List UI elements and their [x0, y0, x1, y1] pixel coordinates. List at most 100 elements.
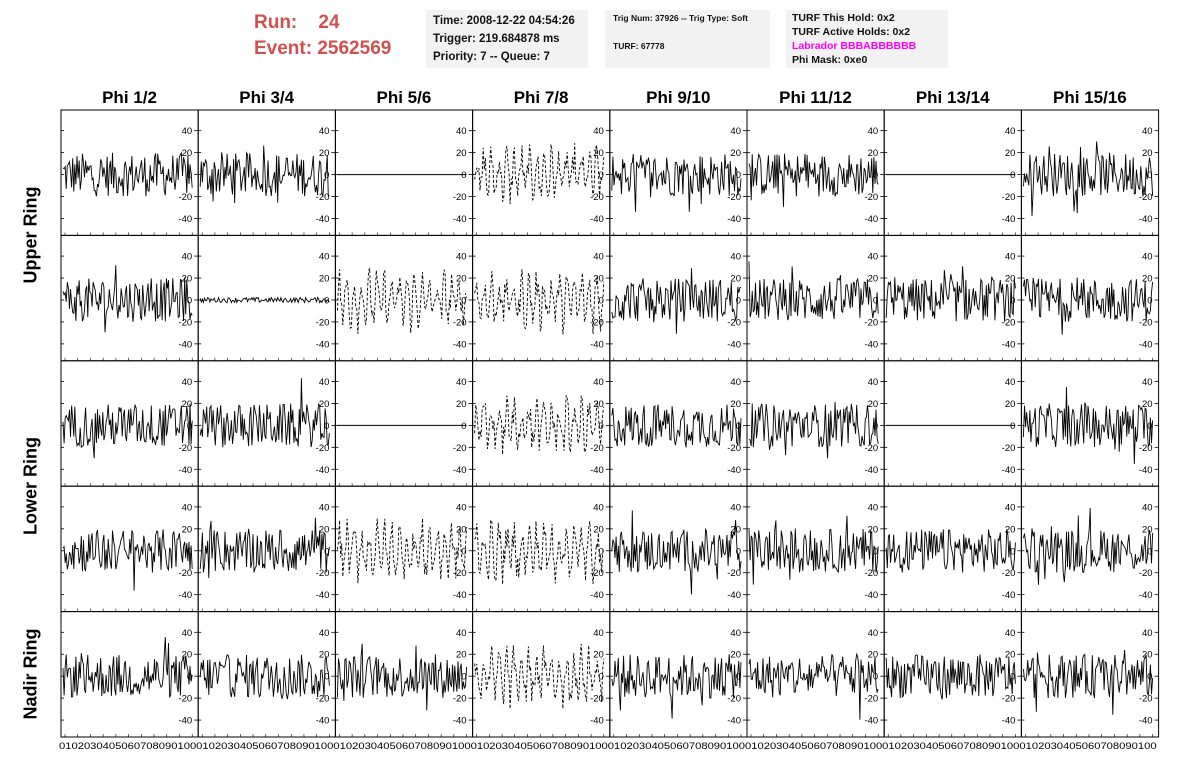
y-tick-label: -20 [590, 192, 604, 203]
y-tick-label: -40 [1139, 465, 1153, 476]
y-tick-label: -40 [1139, 339, 1153, 350]
y-tick-label: -40 [864, 716, 878, 727]
y-tick-label: -40 [178, 214, 192, 225]
waveform-trace [748, 401, 879, 459]
waveform-trace [748, 152, 879, 207]
time-text: Time: 2008-12-22 04:54:26 [433, 15, 575, 27]
y-tick-label: -20 [590, 317, 604, 328]
y-tick-label: -40 [727, 214, 741, 225]
y-tick-label: -20 [727, 443, 741, 454]
y-tick-label: -20 [316, 317, 330, 328]
y-tick-label: -40 [453, 465, 467, 476]
y-tick-label: 20 [1005, 274, 1016, 285]
y-tick-label: -20 [178, 192, 192, 203]
y-tick-label: 0 [324, 672, 329, 683]
run-value: 24 [318, 12, 340, 33]
y-tick-label: -20 [453, 443, 467, 454]
run-label: Run: [254, 12, 298, 33]
y-tick-label: 0 [324, 546, 329, 557]
y-tick-label: -20 [727, 568, 741, 579]
waveform-trace [199, 517, 330, 579]
y-tick-label: 20 [182, 148, 193, 159]
y-tick-label: 0 [736, 672, 741, 683]
y-tick-label: 0 [599, 170, 604, 181]
y-tick-label: 0 [599, 421, 604, 432]
y-tick-label: 40 [1142, 126, 1153, 137]
y-tick-label: -20 [590, 568, 604, 579]
y-tick-label: 40 [730, 628, 741, 639]
waveform-trace [1022, 649, 1154, 715]
y-tick-label: 40 [730, 502, 741, 513]
column-header: Phi 5/6 [376, 88, 432, 107]
waveform-trace [885, 529, 1016, 573]
y-tick-label: 20 [593, 399, 604, 410]
y-tick-label: -20 [864, 192, 878, 203]
y-tick-label: 40 [319, 252, 330, 263]
waveform-trace [62, 265, 193, 333]
waveform-trace [1022, 277, 1154, 335]
x-tick-labels: 0102030405060708090100 [196, 741, 333, 752]
y-tick-label: -20 [727, 317, 741, 328]
y-tick-label: 0 [1147, 295, 1152, 306]
y-tick-label: 0 [461, 170, 466, 181]
y-tick-label: -20 [1139, 443, 1153, 454]
y-tick-label: 40 [593, 252, 604, 263]
y-tick-label: 20 [1142, 524, 1153, 535]
y-tick-label: -40 [453, 590, 467, 601]
run-line: Run: 24 [254, 10, 391, 36]
y-tick-label: -20 [178, 694, 192, 705]
y-tick-label: 40 [1142, 377, 1153, 388]
y-tick-label: 20 [456, 524, 467, 535]
y-tick-label: 0 [736, 295, 741, 306]
y-tick-label: 20 [868, 399, 879, 410]
y-tick-label: -20 [316, 192, 330, 203]
trigger-info-box: Trig Num: 37926 -- Trig Type: Soft TURF:… [605, 10, 770, 68]
waveform-trace [1022, 507, 1154, 585]
x-tick-labels: 0102030405060708090100 [745, 741, 882, 752]
y-tick-label: 40 [456, 126, 467, 137]
y-tick-label: 0 [599, 546, 604, 557]
waveform-trace [474, 143, 605, 205]
x-tick-labels: 0102030405060708090100 [333, 741, 470, 752]
y-tick-label: 40 [1005, 502, 1016, 513]
y-tick-label: 20 [1005, 650, 1016, 661]
y-tick-label: -20 [864, 694, 878, 705]
waveform-trace [62, 529, 193, 591]
waveform-trace [336, 267, 468, 334]
waveform-trace [748, 652, 879, 720]
y-tick-label: 40 [868, 252, 879, 263]
y-tick-label: 20 [593, 274, 604, 285]
trigger-text: Trigger: 219.684878 ms [433, 33, 560, 45]
y-tick-label: -20 [316, 443, 330, 454]
y-tick-label: 20 [1005, 399, 1016, 410]
waveform-trace [1022, 141, 1154, 217]
waveform-trace [62, 151, 193, 197]
y-tick-label: 40 [868, 502, 879, 513]
waveform-trace [474, 394, 605, 455]
y-tick-label: -20 [1002, 317, 1016, 328]
y-tick-label: 20 [1142, 274, 1153, 285]
y-tick-label: 40 [182, 126, 193, 137]
y-tick-label: 40 [319, 377, 330, 388]
y-tick-label: -40 [727, 339, 741, 350]
event-line: Event: 2562569 [254, 36, 391, 62]
run-event-readout: Run: 24 Event: 2562569 [254, 10, 391, 62]
trig-num-text: Trig Num: 37926 -- Trig Type: Soft [613, 13, 748, 23]
y-tick-label: -20 [453, 568, 467, 579]
y-tick-label: -40 [316, 465, 330, 476]
y-tick-label: 20 [319, 524, 330, 535]
y-tick-label: 0 [873, 295, 878, 306]
y-tick-label: 40 [456, 502, 467, 513]
y-tick-label: -20 [590, 694, 604, 705]
y-tick-label: 40 [868, 628, 879, 639]
y-tick-label: 0 [461, 421, 466, 432]
y-tick-label: -20 [178, 443, 192, 454]
y-tick-label: 40 [593, 628, 604, 639]
y-tick-label: -40 [727, 716, 741, 727]
y-tick-label: -40 [590, 716, 604, 727]
y-tick-label: 20 [730, 399, 741, 410]
phi-mask-text: Phi Mask: 0xe0 [792, 54, 868, 66]
y-tick-label: 20 [319, 650, 330, 661]
y-tick-label: 20 [1005, 524, 1016, 535]
